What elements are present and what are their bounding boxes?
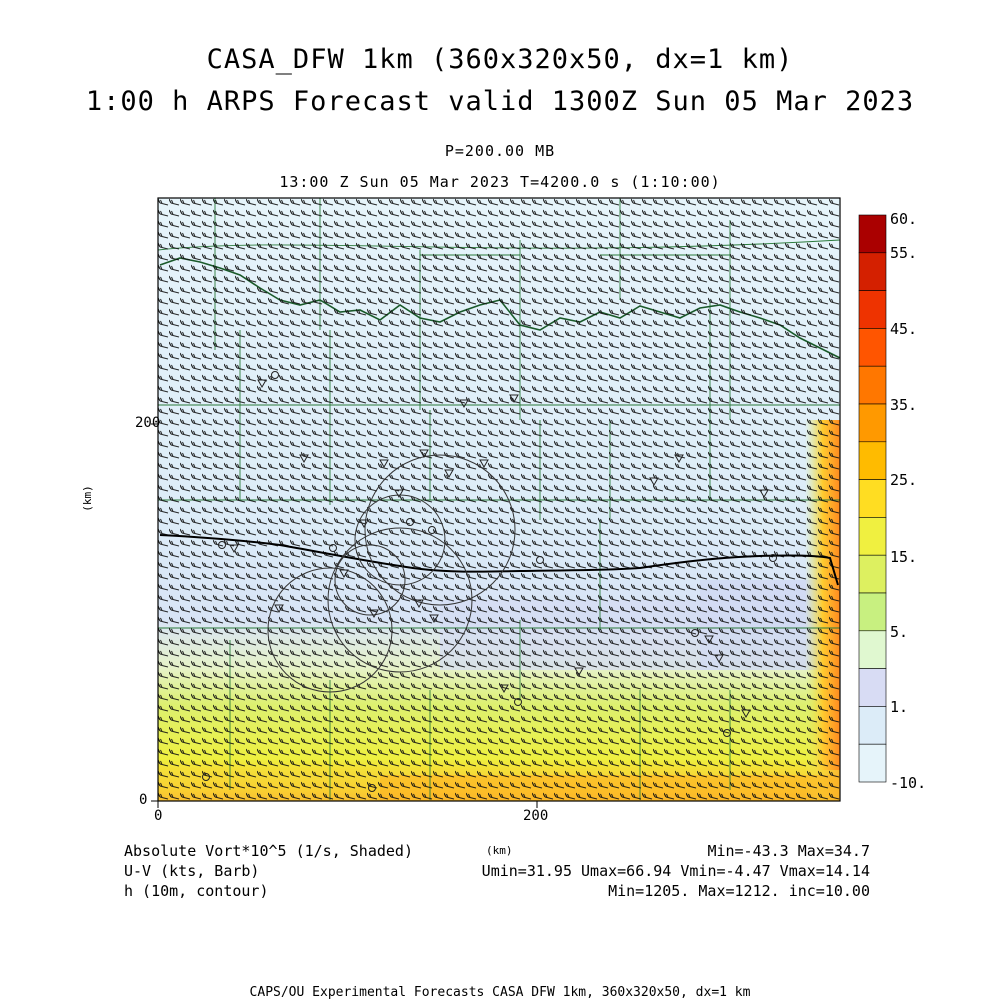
colorbar-label: 5.: [890, 623, 909, 641]
footer-credit: CAPS/OU Experimental Forecasts CASA DFW …: [249, 985, 751, 1000]
y-tick-200: 200: [135, 415, 161, 431]
valid-time: 13:00 Z Sun 05 Mar 2023 T=4200.0 s (1:10…: [279, 173, 721, 191]
plot-frame: [157, 197, 841, 802]
radar-range-rings: [267, 454, 516, 693]
colorbar-swatch: [858, 517, 887, 556]
colorbar-swatch: [858, 668, 887, 707]
colorbar-swatch: [858, 630, 887, 669]
colorbar-swatch: [858, 592, 887, 632]
legend-field-height: h (10m, contour): [124, 882, 269, 900]
colorbar-swatch: [858, 214, 887, 254]
colorbar-label: -10.: [890, 774, 927, 792]
colorbar-label: 25.: [890, 471, 918, 489]
station-markers: [202, 371, 777, 792]
colorbar-label: 15.: [890, 548, 918, 566]
colorbar-swatch: [858, 252, 887, 291]
colorbar-swatch: [858, 706, 887, 745]
y-axis-label: (km): [80, 485, 94, 512]
pressure-level: P=200.00 MB: [444, 142, 556, 160]
legend-stats-height: Min=1205. Max=1212. inc=10.00: [608, 882, 870, 900]
colorbar-label: 60.: [890, 210, 918, 228]
colorbar-swatch: [858, 365, 887, 405]
colorbar-label: 55.: [890, 244, 918, 262]
colorbar-swatch: [858, 328, 887, 367]
x-tick-200: 200: [523, 808, 549, 824]
colorbar-swatch: [858, 743, 887, 783]
colorbar-label: 1.: [890, 698, 909, 716]
legend-stats-wind: Umin=31.95 Umax=66.94 Vmin=-4.47 Vmax=14…: [481, 862, 870, 880]
legend-stats-vorticity: Min=-43.3 Max=34.7: [707, 842, 870, 860]
x-axis-label: (km): [486, 844, 513, 857]
colorbar-swatch: [858, 479, 887, 518]
height-contour: [159, 534, 839, 586]
colorbar: [858, 214, 887, 783]
colorbar-swatch: [858, 441, 887, 480]
wind-barbs: [158, 198, 840, 801]
colorbar-label: 45.: [890, 320, 918, 338]
legend-field-vorticity: Absolute Vort*10^5 (1/s, Shaded): [124, 842, 413, 860]
colorbar-swatch: [858, 403, 887, 443]
x-tick-0: 0: [154, 808, 163, 824]
y-tick-0: 0: [139, 792, 148, 808]
colorbar-swatch: [858, 290, 887, 329]
title-line-2: 1:00 h ARPS Forecast valid 1300Z Sun 05 …: [85, 86, 915, 117]
title-line-1: CASA_DFW 1km (360x320x50, dx=1 km): [206, 44, 794, 75]
colorbar-swatch: [858, 554, 887, 594]
legend-field-wind: U-V (kts, Barb): [124, 862, 260, 880]
colorbar-label: 35.: [890, 396, 918, 414]
